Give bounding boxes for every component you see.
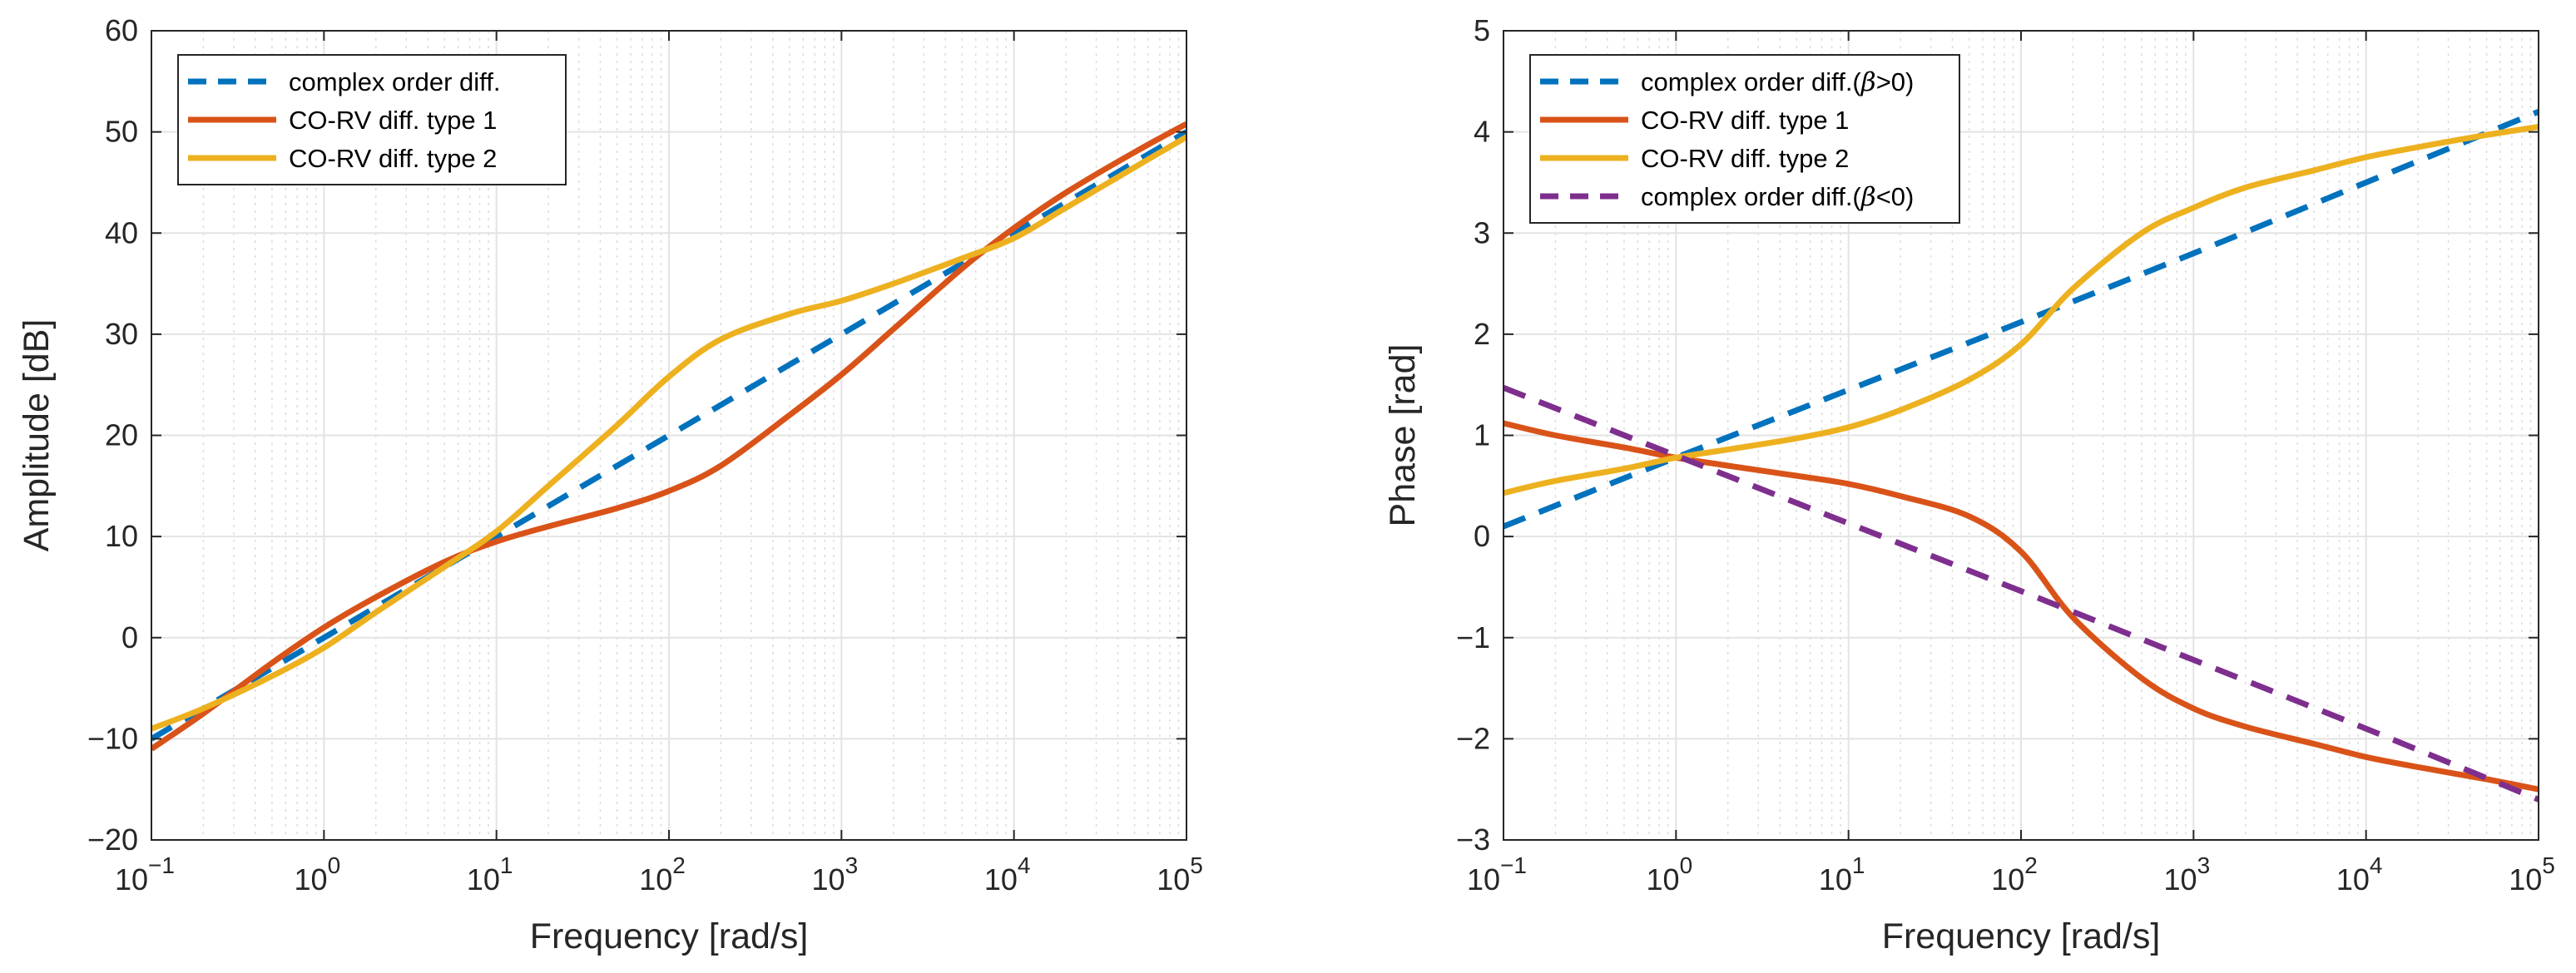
x-axis-label: Frequency [rad/s] [1882, 916, 2161, 956]
y-tick-label: 40 [105, 215, 138, 249]
x-tick-label: 103 [812, 852, 859, 896]
x-tick-label: 104 [984, 852, 1031, 896]
y-tick-label: 30 [105, 317, 138, 351]
x-tick-label: 105 [1157, 852, 1203, 896]
y-tick-label: −10 [87, 721, 138, 755]
series-line-3 [1503, 124, 2539, 496]
phase-chart: 10−1 100 101 102 103 104 105 −3 −2 −1 0 1 2 3 4 5 Freque… [1383, 13, 2555, 956]
x-tick-label: 102 [1991, 852, 2038, 896]
x-tick-label: 101 [1819, 852, 1865, 896]
legend: complex order diff. CO-RV diff. type 1 CO-… [177, 54, 567, 185]
y-tick-label: 0 [121, 620, 138, 654]
legend-label-1: complex order diff. [289, 67, 500, 96]
legend-label-2: CO-RV diff. type 1 [289, 106, 497, 135]
series-group [151, 121, 1186, 752]
y-tick-label: 20 [105, 418, 138, 452]
series-line-2 [151, 121, 1186, 752]
legend-label-1: complex order diff.(β>0) [1641, 67, 1914, 97]
x-axis-label: Frequency [rad/s] [530, 916, 809, 956]
amplitude-chart: 10−1 100 101 102 103 104 105 −20 −10 0 10 20 30 40 50 6… [17, 13, 1203, 956]
x-tick-label: 10−1 [115, 852, 175, 896]
y-tick-label: 10 [105, 519, 138, 553]
x-tick-label: 104 [2336, 852, 2383, 896]
series-line-1 [151, 129, 1186, 742]
series-group [1503, 109, 2539, 803]
y-tick-label: −2 [1456, 721, 1490, 755]
legend-label-3: CO-RV diff. type 2 [289, 144, 497, 173]
y-tick-label: −20 [87, 822, 138, 857]
series-line-1 [1503, 109, 2539, 530]
y-tick-label: 1 [1474, 418, 1490, 452]
x-tick-label: 10−1 [1467, 852, 1527, 896]
legend-label-2: CO-RV diff. type 1 [1641, 106, 1849, 135]
y-tick-label: 4 [1474, 115, 1490, 149]
legend-label-3: CO-RV diff. type 2 [1641, 144, 1849, 173]
x-tick-label: 100 [1647, 852, 1693, 896]
y-tick-label: −1 [1456, 620, 1490, 654]
legend: complex order diff.(β>0) CO-RV diff. type… [1529, 54, 1960, 224]
series-line-3 [151, 134, 1186, 732]
y-axis-label: Amplitude [dB] [17, 319, 57, 552]
series-line-4 [1503, 385, 2539, 803]
y-tick-label: −3 [1456, 822, 1490, 857]
y-tick-label: 2 [1474, 317, 1490, 351]
x-tick-label: 105 [2509, 852, 2555, 896]
y-tick-label: 60 [105, 13, 138, 47]
y-tick-label: 5 [1474, 13, 1490, 47]
x-tick-label: 100 [295, 852, 341, 896]
x-tick-label: 102 [639, 852, 686, 896]
y-tick-label: 0 [1474, 519, 1490, 553]
x-tick-label: 101 [467, 852, 513, 896]
y-tick-label: 3 [1474, 215, 1490, 249]
y-tick-label: 50 [105, 115, 138, 149]
legend-label-4: complex order diff.(β<0) [1641, 182, 1914, 212]
y-axis-label: Phase [rad] [1383, 344, 1423, 527]
x-tick-label: 103 [2164, 852, 2211, 896]
